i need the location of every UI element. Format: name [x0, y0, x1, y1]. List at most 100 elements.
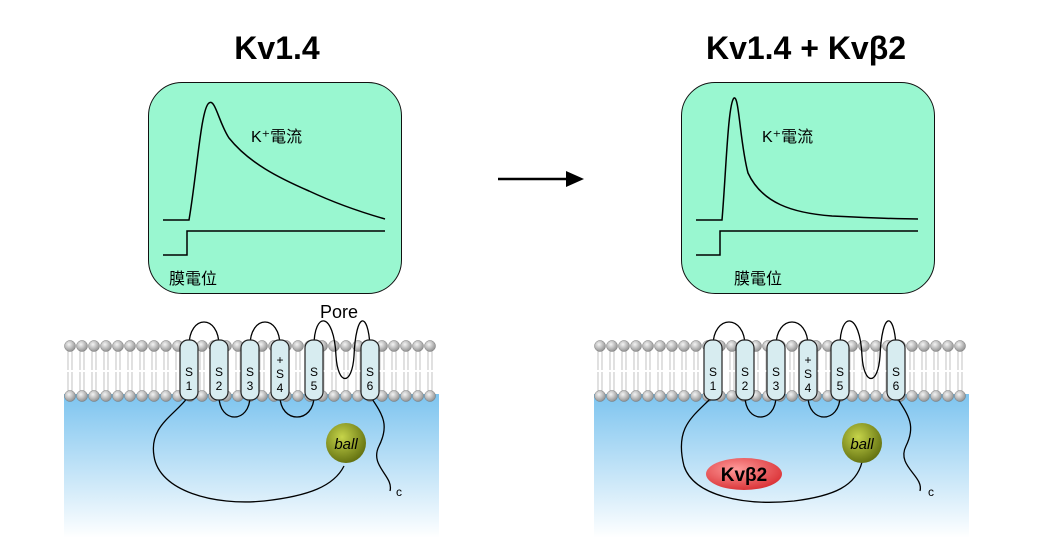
svg-text:+: +: [276, 353, 283, 367]
svg-text:1: 1: [186, 379, 193, 393]
kvbeta2-subunit: [706, 458, 782, 490]
right-helix-s1: S1: [703, 339, 723, 401]
svg-text:2: 2: [216, 379, 223, 393]
lipid-head: [930, 390, 942, 402]
lipid-head: [328, 390, 340, 402]
lipid-head: [906, 340, 918, 352]
lipid-head: [870, 390, 882, 402]
lipid-head: [388, 340, 400, 352]
lipid-head: [400, 390, 412, 402]
svg-text:5: 5: [311, 379, 318, 393]
right-cytoplasm: [594, 394, 969, 538]
lipid-head: [954, 390, 966, 402]
svg-text:S: S: [892, 365, 900, 379]
lipid-head: [292, 390, 304, 402]
lipid-head: [160, 390, 172, 402]
right-panel-title: Kv1.4 + Kvβ2: [705, 30, 907, 66]
right-voltage-trace: [696, 230, 918, 256]
left-ball-label: ball: [334, 436, 358, 453]
lipid-head: [678, 390, 690, 402]
lipid-head: [64, 390, 76, 402]
svg-text:3: 3: [247, 379, 254, 393]
svg-text:3: 3: [773, 379, 780, 393]
svg-text:S: S: [709, 365, 717, 379]
lipid-head: [100, 340, 112, 352]
lipid-head: [642, 340, 654, 352]
lipid-head: [292, 340, 304, 352]
right-current-label: K⁺電流: [762, 129, 814, 146]
lipid-head: [678, 340, 690, 352]
lipid-head: [112, 340, 124, 352]
lipid-head: [942, 340, 954, 352]
svg-text:S: S: [246, 365, 254, 379]
lipid-head: [630, 390, 642, 402]
lipid-head: [148, 340, 160, 352]
left-c-terminus-label: c: [396, 485, 402, 499]
svg-text:6: 6: [367, 379, 374, 393]
right-helix-s5: S5: [830, 339, 850, 401]
svg-text:S: S: [215, 365, 223, 379]
lipid-head: [100, 390, 112, 402]
lipid-head: [124, 340, 136, 352]
lipid-head: [424, 390, 436, 402]
left-panel-title: Kv1.4: [234, 30, 320, 66]
right-voltage-label: 膜電位: [734, 271, 783, 288]
lipid-head: [606, 340, 618, 352]
lipid-head: [112, 390, 124, 402]
lipid-head: [88, 390, 100, 402]
left-helix-s3: S3: [240, 339, 260, 401]
lipid-head: [400, 340, 412, 352]
svg-text:5: 5: [837, 379, 844, 393]
lipid-head: [388, 390, 400, 402]
left-voltage-label: 膜電位: [169, 271, 218, 288]
lipid-head: [786, 390, 798, 402]
lipid-head: [906, 390, 918, 402]
lipid-head: [76, 340, 88, 352]
lipid-head: [594, 390, 606, 402]
right-c-terminus-label: c: [928, 485, 934, 499]
lipid-head: [594, 340, 606, 352]
lipid-head: [88, 340, 100, 352]
svg-text:S: S: [185, 365, 193, 379]
svg-text:S: S: [366, 365, 374, 379]
right-helix-s3: S3: [766, 339, 786, 401]
lipid-head: [930, 340, 942, 352]
lipid-head: [412, 390, 424, 402]
lipid-head: [76, 390, 88, 402]
pore-label: Pore: [320, 302, 359, 322]
lipid-head: [918, 340, 930, 352]
right-current-screen: K⁺電流 膜電位: [681, 82, 935, 294]
lipid-head: [148, 390, 160, 402]
left-ball: [326, 423, 366, 463]
right-traces: [696, 97, 919, 256]
kvbeta2-label: Kvβ2: [721, 465, 767, 486]
lipid-head: [654, 390, 666, 402]
svg-text:S: S: [310, 365, 318, 379]
lipid-head: [136, 340, 148, 352]
transition-arrow: [498, 171, 584, 187]
lipid-head: [690, 390, 702, 402]
svg-text:1: 1: [710, 379, 717, 393]
lipid-head: [618, 340, 630, 352]
left-helix-s4: +S4: [270, 339, 290, 401]
left-current-screen: K⁺電流 膜電位: [148, 82, 402, 294]
lipid-head: [124, 390, 136, 402]
lipid-head: [424, 340, 436, 352]
lipid-head: [870, 340, 882, 352]
right-ball: [842, 423, 882, 463]
left-helix-s1: S1: [179, 339, 199, 401]
right-ball-label: ball: [850, 436, 874, 453]
left-current-trace: [163, 101, 386, 221]
left-cytoplasm: [64, 394, 439, 538]
lipid-head: [340, 390, 352, 402]
svg-text:S: S: [836, 365, 844, 379]
right-helix-s4: +S4: [798, 339, 818, 401]
svg-text:S: S: [772, 365, 780, 379]
lipid-head: [666, 390, 678, 402]
lipid-head: [618, 390, 630, 402]
lipid-head: [918, 390, 930, 402]
